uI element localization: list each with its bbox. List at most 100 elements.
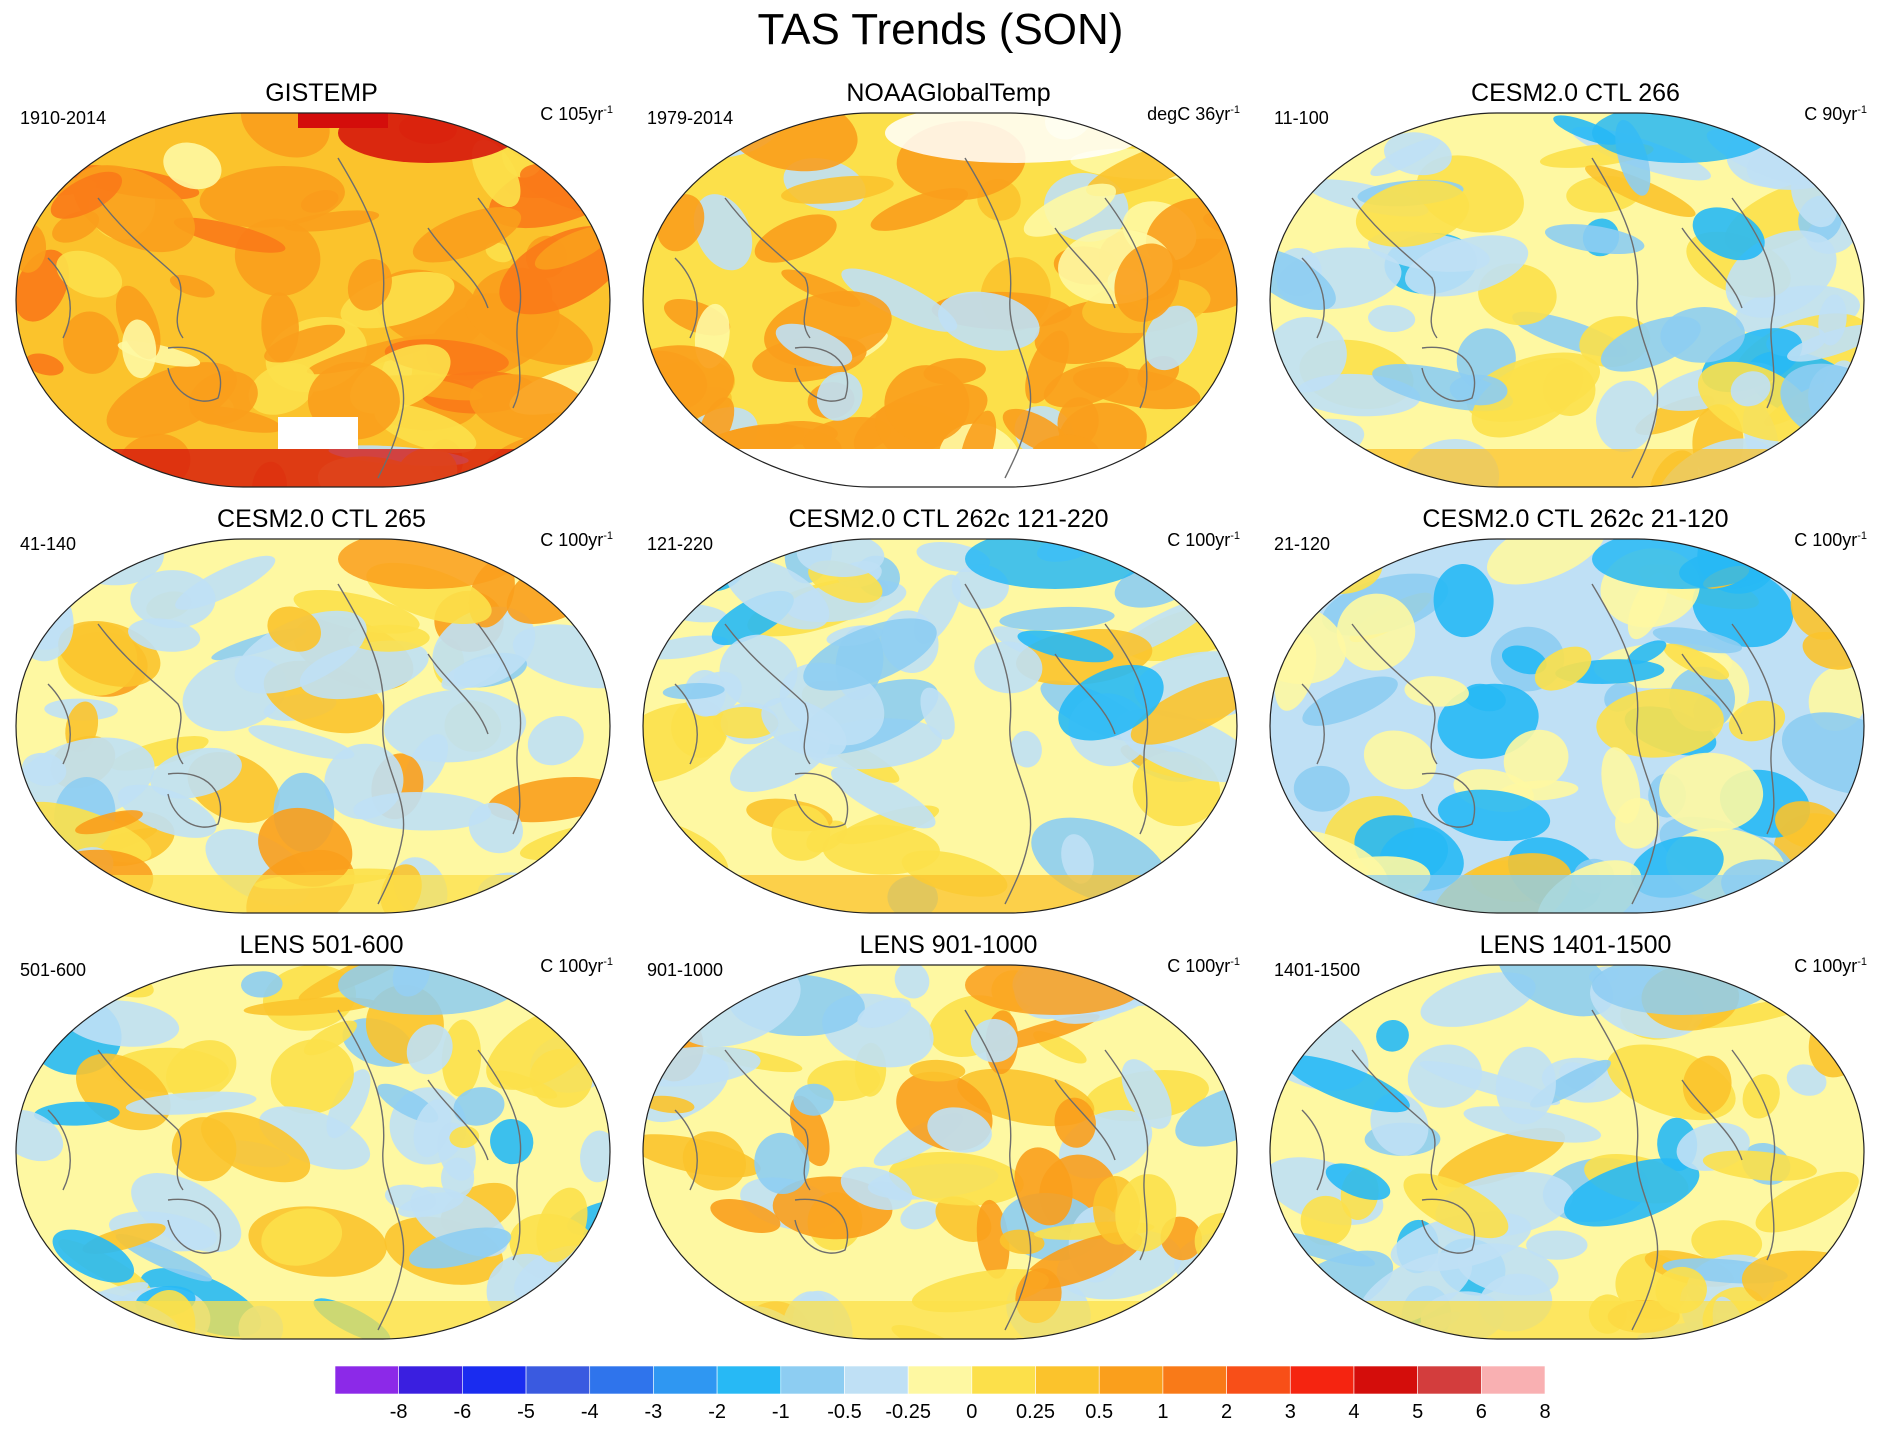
missing-data-region — [278, 417, 358, 449]
anomaly-region — [1663, 643, 1730, 680]
anomaly-region — [527, 715, 584, 766]
anomaly-region — [841, 268, 958, 332]
anomaly-region — [974, 641, 1043, 694]
units-exponent: -1 — [1230, 104, 1240, 116]
colorbar-swatch — [971, 1366, 1036, 1395]
anomaly-region — [888, 1151, 1024, 1206]
anomaly-region — [16, 1109, 64, 1162]
colorbar-tick-label: 1 — [1157, 1401, 1169, 1423]
anomaly-region — [1495, 1046, 1556, 1125]
anomaly-region — [999, 606, 1115, 631]
anomaly-region — [115, 1233, 213, 1282]
anomaly-region — [471, 139, 521, 208]
units-text: C 100yr — [1794, 530, 1858, 550]
colorbar-swatch — [335, 1366, 399, 1395]
anomaly-region — [1175, 1084, 1237, 1147]
map-border — [1269, 538, 1865, 914]
anomaly-region — [651, 874, 746, 913]
anomaly-region — [870, 188, 968, 231]
coastlines — [674, 1009, 1149, 1331]
robinson-map — [15, 964, 611, 1340]
anomaly-region — [761, 697, 847, 759]
colorbar-tick-label: 4 — [1348, 1401, 1360, 1423]
anomaly-region — [1526, 1230, 1588, 1260]
anomaly-region — [1437, 789, 1551, 841]
map-border — [15, 964, 611, 1340]
anomaly-region — [1072, 366, 1201, 410]
panel-title: LENS 1401-1500 — [1479, 931, 1672, 959]
anomaly-region — [1010, 730, 1042, 768]
anomaly-region — [1728, 700, 1786, 742]
robinson-map — [15, 112, 611, 488]
anomaly-region — [789, 1095, 830, 1167]
coastlines — [674, 583, 1149, 905]
map-border — [642, 538, 1238, 914]
panel-units: C 100yr-1 — [1794, 956, 1867, 977]
anomaly-region — [130, 570, 216, 629]
panel-period: 21-120 — [1274, 534, 1331, 554]
colorbar-tick-label: -0.25 — [885, 1401, 931, 1423]
anomaly-region — [1534, 646, 1592, 691]
anomaly-region — [1730, 371, 1771, 407]
anomaly-region — [485, 242, 513, 263]
anomaly-region — [1061, 834, 1094, 884]
arctic-strong-warming — [298, 113, 388, 128]
anomaly-region — [248, 725, 355, 760]
anomaly-region — [575, 1275, 610, 1319]
temperature-field — [643, 965, 1237, 1339]
anomaly-region — [201, 1112, 311, 1183]
map-panel: CESM2.0 CTL 262c 21-120 21-120 C 100yr-1 — [1262, 504, 1881, 934]
anomaly-region — [1486, 539, 1606, 585]
anomaly-region — [1652, 627, 1742, 654]
anomaly-region — [258, 807, 353, 887]
anomaly-region — [441, 1019, 482, 1097]
colorbar — [335, 1366, 1545, 1395]
anomaly-region — [347, 258, 392, 311]
anomaly-region — [1270, 1306, 1322, 1339]
anomaly-region — [580, 1130, 610, 1183]
anomaly-region — [374, 404, 477, 454]
anomaly-region — [1270, 248, 1336, 311]
panel-title: NOAAGlobalTemp — [846, 79, 1051, 107]
coastlines — [47, 1009, 522, 1331]
robinson-map — [1269, 112, 1865, 488]
anomaly-region — [1420, 972, 1536, 1027]
anomaly-region — [406, 1024, 453, 1075]
anomaly-region — [771, 805, 831, 861]
colorbar-swatch — [780, 1366, 845, 1395]
anomaly-region — [270, 1039, 354, 1114]
anomaly-region — [724, 113, 858, 172]
anomaly-region — [163, 142, 222, 190]
anomaly-region — [816, 371, 863, 421]
anomaly-region — [150, 747, 242, 799]
panel-units: C 100yr-1 — [540, 530, 613, 551]
antarctic-band — [16, 449, 610, 487]
robinson-map — [642, 964, 1238, 1340]
panel-period: 1979-2014 — [647, 108, 734, 128]
units-exponent: -1 — [603, 956, 613, 968]
anomaly-region — [534, 225, 610, 270]
colorbar-swatch — [1226, 1366, 1291, 1395]
anomaly-region — [1325, 1163, 1391, 1200]
map-border — [642, 964, 1238, 1340]
coastlines — [1301, 157, 1776, 479]
anomaly-region — [56, 250, 123, 298]
anomaly-region — [1014, 1147, 1073, 1226]
colorbar-tick-label: -2 — [708, 1401, 726, 1423]
anomaly-region — [1300, 1195, 1352, 1246]
colorbar-swatch — [907, 1366, 973, 1395]
anomaly-region — [348, 624, 430, 652]
units-exponent: -1 — [603, 530, 613, 542]
colorbar-tick-label: 3 — [1284, 1401, 1296, 1423]
coastlines — [47, 157, 522, 479]
anomaly-region — [1023, 183, 1117, 237]
robinson-map — [642, 538, 1238, 914]
anomaly-region — [1545, 224, 1645, 255]
units-text: C 100yr — [540, 530, 604, 550]
colorbar-tick-label: 0.25 — [1016, 1401, 1055, 1423]
panel-units: C 100yr-1 — [1794, 530, 1867, 551]
units-text: C 90yr — [1804, 104, 1858, 124]
colorbar-swatch — [398, 1366, 463, 1395]
colorbar-tick-label: -5 — [517, 1401, 535, 1423]
anomaly-region — [1284, 1055, 1410, 1113]
